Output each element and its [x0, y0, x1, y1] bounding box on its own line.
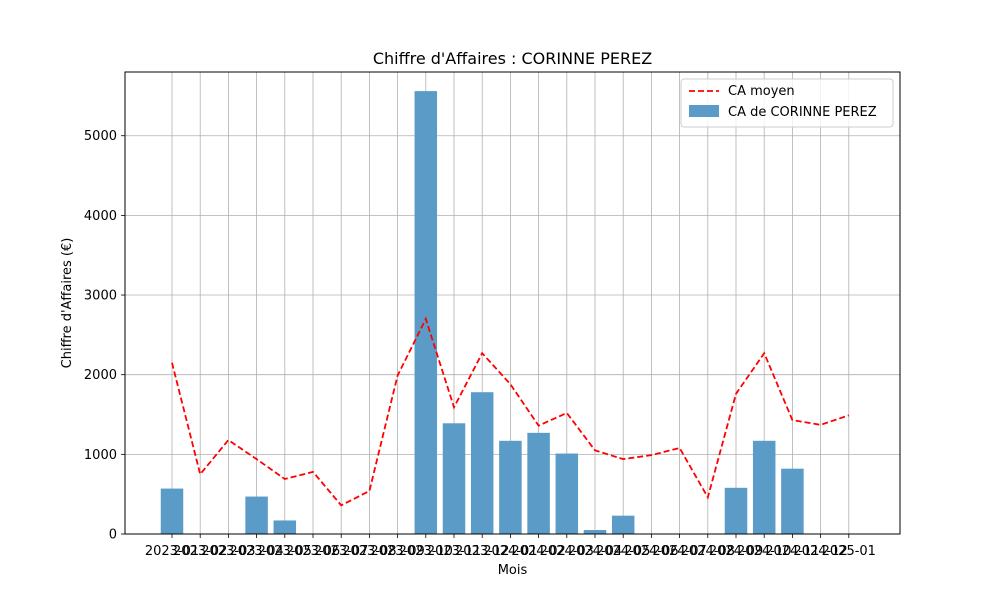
x-tick-label: 2024-01 — [483, 544, 537, 559]
x-tick-label: 2023-12 — [455, 544, 509, 559]
y-tick-layer: 0 1000 2000 3000 4000 5000 — [84, 129, 125, 543]
x-tick-label: 2024-09 — [709, 544, 763, 559]
x-tick-label: 2024-05 — [596, 544, 650, 559]
x-tick-label: 2024-08 — [681, 544, 735, 559]
average-line — [171, 316, 850, 507]
y-tick-label: 1000 — [84, 448, 117, 463]
y-tick-label: 0 — [109, 528, 117, 543]
x-tick-label: 2023-07 — [314, 544, 368, 559]
bar — [781, 468, 804, 534]
bar — [555, 453, 579, 534]
x-tick-label: 2023-04 — [229, 544, 283, 559]
x-tick-label: 2023-01 — [145, 544, 199, 559]
bar — [583, 530, 607, 534]
x-tick-label: 2024-03 — [540, 544, 594, 559]
bar — [724, 487, 748, 534]
x-tick-label: 2024-07 — [652, 544, 706, 559]
y-tick-label: 5000 — [84, 129, 117, 144]
x-axis-label: Mois — [498, 563, 528, 578]
legend-swatch-bar — [689, 105, 719, 117]
x-tick-label: 2023-05 — [258, 544, 312, 559]
y-axis-label: Chiffre d'Affaires (€) — [60, 238, 75, 369]
x-tick-label: 2025-01 — [822, 544, 876, 559]
legend-label-bar: CA de CORINNE PEREZ — [728, 105, 877, 120]
bar — [752, 440, 776, 534]
bar-layer — [160, 91, 804, 534]
x-tick-label: 2024-06 — [624, 544, 678, 559]
bar — [527, 432, 550, 534]
x-tick-label: 2024-11 — [765, 544, 819, 559]
legend-label-average: CA moyen — [728, 84, 795, 99]
x-tick-label: 2023-10 — [399, 544, 453, 559]
bar — [611, 515, 635, 534]
bar — [273, 520, 297, 534]
bar — [470, 392, 494, 534]
x-tick-label: 2023-03 — [201, 544, 255, 559]
y-tick-label: 4000 — [84, 209, 117, 224]
x-tick-label: 2023-09 — [370, 544, 424, 559]
x-tick-label: 2023-08 — [342, 544, 396, 559]
x-tick-label: 2023-11 — [427, 544, 481, 559]
x-tick-layer: 2023-012023-022023-032023-042023-052023-… — [145, 534, 876, 559]
chart-title: Chiffre d'Affaires : CORINNE PEREZ — [373, 49, 652, 68]
bar — [442, 423, 466, 534]
y-tick-label: 3000 — [84, 289, 117, 304]
x-tick-label: 2024-02 — [511, 544, 565, 559]
y-tick-label: 2000 — [84, 368, 117, 383]
bar — [499, 440, 522, 534]
x-tick-label: 2023-02 — [173, 544, 227, 559]
legend: CA moyen CA de CORINNE PEREZ — [680, 78, 894, 128]
bar — [414, 91, 438, 534]
bar — [160, 488, 184, 534]
axes-frame — [124, 71, 901, 535]
x-tick-label: 2023-06 — [286, 544, 340, 559]
bar — [245, 496, 268, 534]
x-tick-label: 2024-10 — [737, 544, 791, 559]
x-tick-label: 2024-04 — [568, 544, 622, 559]
legend-box — [680, 78, 894, 128]
line-layer — [171, 316, 850, 507]
x-tick-label: 2024-12 — [793, 544, 847, 559]
